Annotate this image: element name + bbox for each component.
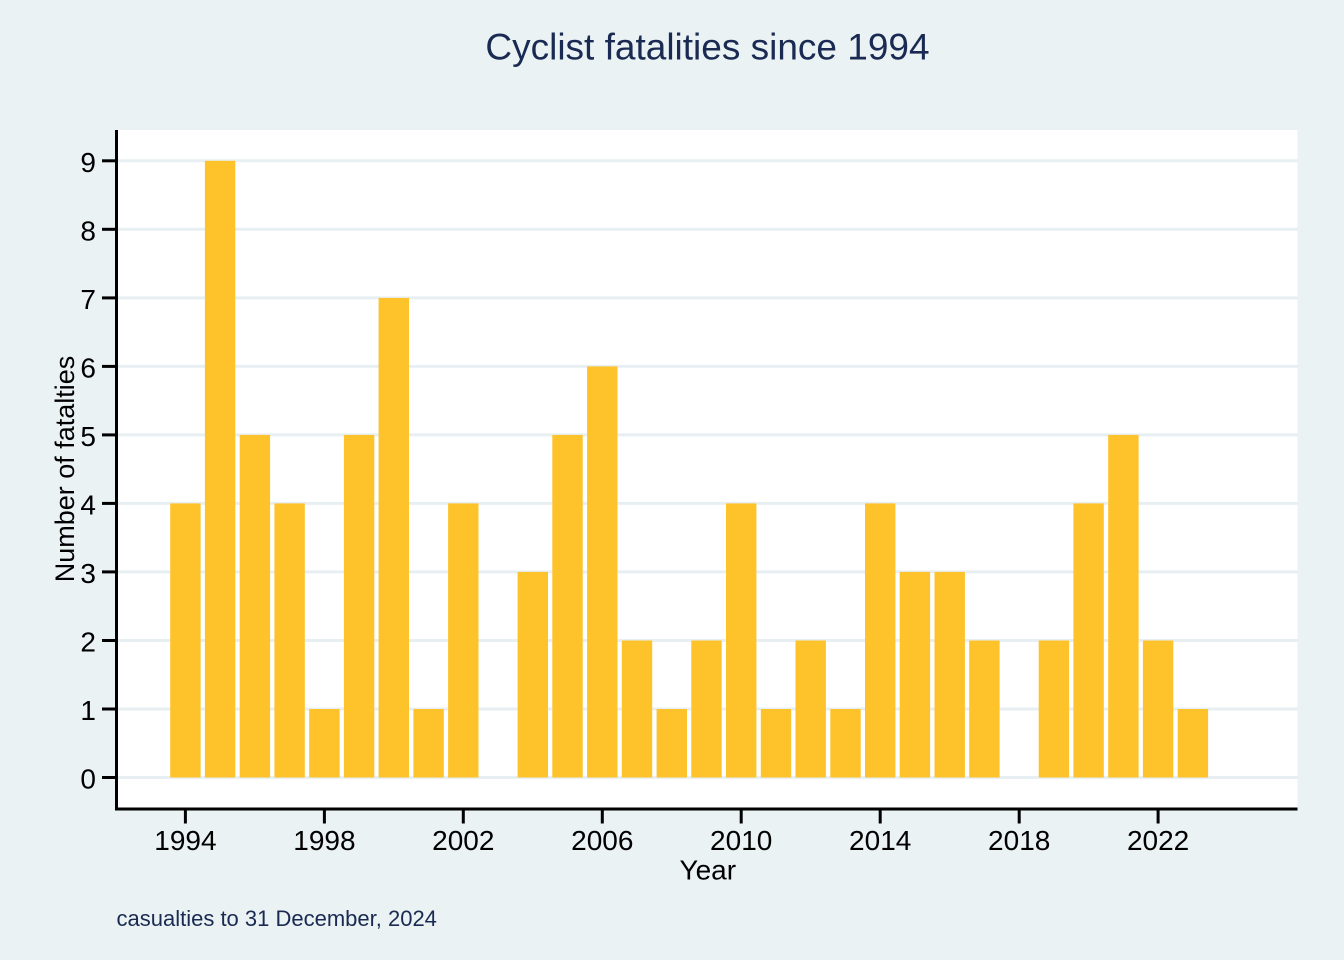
svg-text:4: 4 — [80, 489, 96, 520]
svg-text:7: 7 — [80, 284, 96, 315]
svg-text:8: 8 — [80, 215, 96, 246]
svg-text:2: 2 — [80, 627, 96, 658]
svg-text:0: 0 — [80, 764, 96, 795]
svg-text:casualties to 31 December, 202: casualties to 31 December, 2024 — [117, 906, 437, 931]
svg-text:5: 5 — [80, 421, 96, 452]
svg-text:1994: 1994 — [154, 825, 216, 856]
svg-text:2002: 2002 — [432, 825, 494, 856]
svg-text:Cyclist fatalities since 1994: Cyclist fatalities since 1994 — [485, 27, 929, 68]
svg-text:2014: 2014 — [849, 825, 911, 856]
svg-text:2006: 2006 — [571, 825, 633, 856]
svg-text:2022: 2022 — [1127, 825, 1189, 856]
svg-text:2018: 2018 — [988, 825, 1050, 856]
svg-text:Number of fatalties: Number of fatalties — [50, 356, 80, 583]
svg-text:Year: Year — [680, 855, 737, 886]
svg-text:9: 9 — [80, 147, 96, 178]
svg-text:3: 3 — [80, 558, 96, 589]
svg-text:1998: 1998 — [293, 825, 355, 856]
svg-text:2010: 2010 — [710, 825, 772, 856]
svg-text:1: 1 — [80, 695, 96, 726]
svg-text:6: 6 — [80, 352, 96, 383]
